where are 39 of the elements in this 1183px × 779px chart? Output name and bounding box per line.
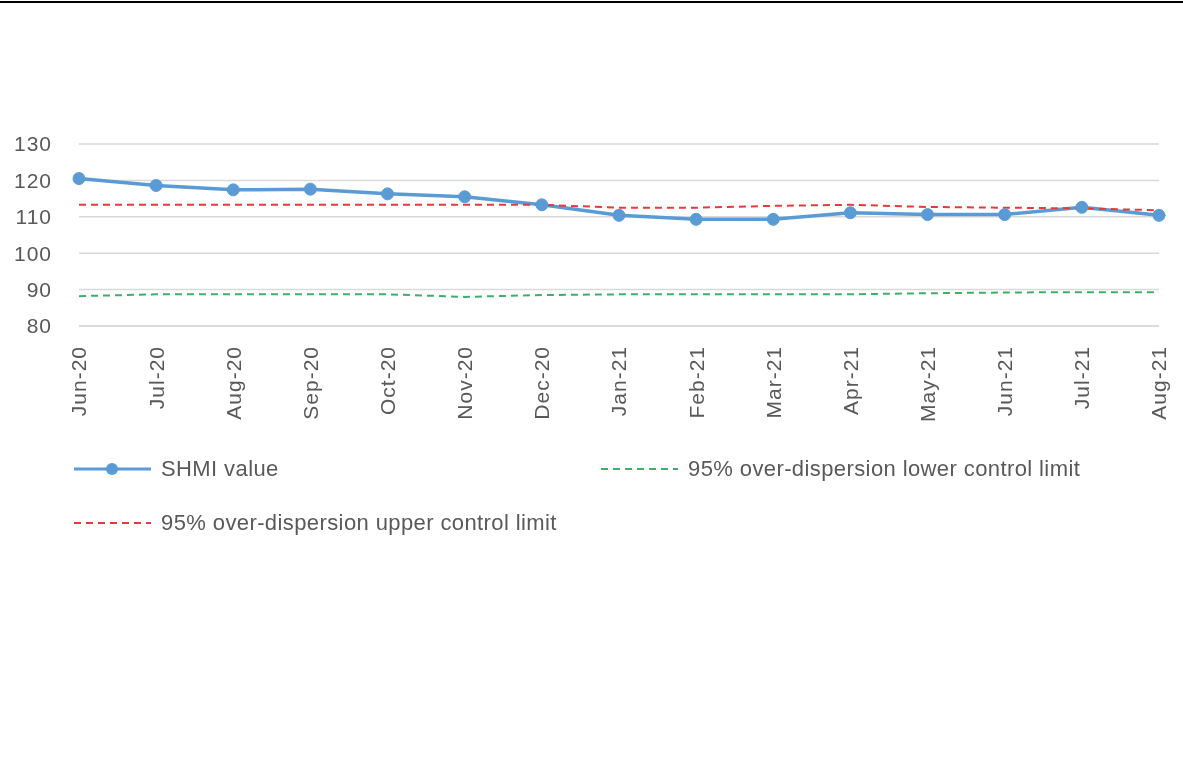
point (998, 208, 1012, 222)
point (921, 208, 935, 222)
point (689, 212, 703, 226)
x-tick-label: Nov-20 (453, 346, 477, 420)
x-tick-label: Sep-20 (298, 346, 322, 420)
legend-label: 95% over-dispersion lower control limit (688, 455, 1081, 482)
y-tick-label: 80 (26, 314, 52, 338)
x-tick-label: Aug-21 (1147, 346, 1171, 420)
x-tick-label: Mar-21 (761, 346, 785, 419)
point (226, 183, 240, 197)
point (535, 198, 549, 212)
point (766, 212, 780, 226)
y-tick-label: 130 (13, 132, 52, 156)
point (303, 182, 317, 196)
point (381, 187, 395, 201)
x-tick-label: Apr-21 (838, 346, 862, 416)
point (458, 190, 472, 204)
x-tick-label: Dec-20 (530, 346, 554, 420)
x-tick-label: Jul-20 (144, 346, 168, 410)
x-tick-label: Jun-21 (993, 346, 1017, 417)
x-tick-label: May-21 (915, 346, 939, 423)
point (843, 206, 857, 220)
x-tick-label: Aug-20 (221, 346, 245, 420)
point (1075, 200, 1089, 214)
x-tick-label: Jun-20 (67, 346, 91, 417)
x-tick-label: Jul-21 (1070, 346, 1094, 410)
x-tick-label: Jan-21 (607, 346, 631, 417)
y-tick-label: 110 (15, 205, 52, 229)
y-tick-label: 100 (13, 241, 52, 265)
legend-label: SHMI value (161, 455, 279, 482)
y-tick-label: 90 (26, 278, 52, 302)
x-tick-label: Feb-21 (684, 346, 708, 419)
point (149, 179, 163, 192)
point (1152, 208, 1166, 222)
x-tick-label: Oct-20 (375, 346, 399, 416)
point (72, 172, 86, 186)
point (612, 208, 626, 222)
y-tick-label: 120 (13, 168, 52, 192)
legend-label: 95% over-dispersion upper control limit (161, 509, 557, 536)
